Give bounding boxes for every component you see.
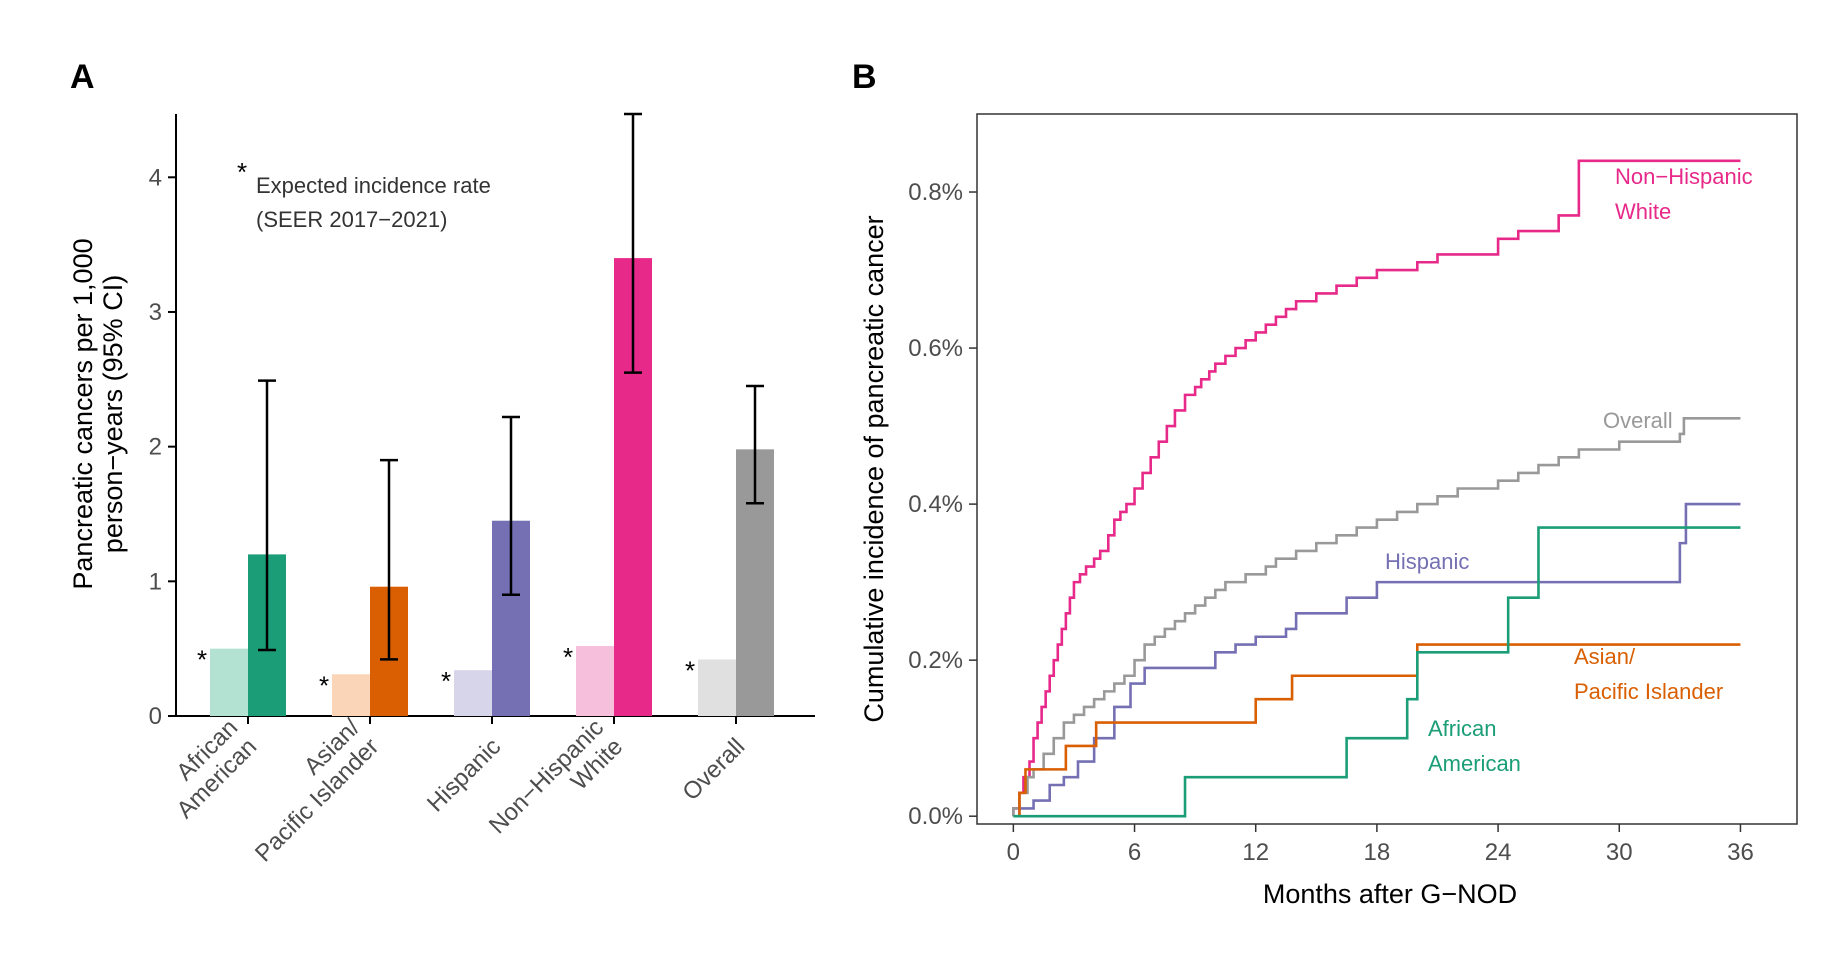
y-tick-label: 0 — [149, 703, 162, 730]
panel-a-label: A — [70, 58, 95, 96]
panel-b-plot-border — [976, 113, 1798, 825]
panel-a-y-ticks: 0 1 2 3 4 — [149, 164, 176, 730]
series-label-line: Hispanic — [1385, 549, 1469, 574]
x-tick-label: Non−HispanicWhite — [484, 714, 628, 858]
x-tick-label: Overall — [677, 733, 750, 806]
bar-expected-marker: * — [563, 642, 573, 672]
x-tick-label: 0 — [1007, 839, 1020, 866]
series-line — [1018, 502, 1741, 817]
panel-b-y-axis-title: Cumulative incidence of pancreatic cance… — [859, 215, 889, 722]
panel-b-series-labels: Non−Hispanic White Overall Hispanic Asian/Pa… — [1385, 164, 1753, 776]
y-tick-label: 3 — [149, 299, 162, 326]
series-label-line: Pacific Islander — [1574, 679, 1723, 704]
series-label: Hispanic — [1385, 549, 1469, 574]
panel-a-y-axis-title-2: person−years (95% CI) — [98, 275, 128, 553]
annotation-line1: Expected incidence rate — [256, 173, 491, 198]
x-tick-label: 24 — [1485, 839, 1512, 866]
panel-a-y-axis-title-line1: Pancreatic cancers per 1,000 — [68, 238, 98, 589]
series-label-line: African — [1428, 716, 1496, 741]
panel-a-y-axis-title-line2: person−years (95% CI) — [98, 275, 128, 553]
panel-a-x-tick-labels: AfricanAmerican Asian/Pacific Islander His… — [152, 714, 750, 868]
x-tick-label: 12 — [1242, 839, 1269, 866]
bar-expected-marker: * — [319, 670, 329, 700]
x-tick-label: 6 — [1128, 839, 1141, 866]
y-tick-label: 1 — [149, 568, 162, 595]
series-label: Overall — [1603, 408, 1673, 433]
annotation-star: * — [237, 157, 247, 187]
series-line — [1012, 416, 1741, 817]
y-tick-label: 0.8% — [908, 179, 963, 206]
x-tick-label: 18 — [1364, 839, 1391, 866]
series-label: Non−Hispanic White — [1615, 164, 1753, 224]
x-tick-label: 36 — [1727, 839, 1754, 866]
panel-b-x-ticks: 0 6 12 18 24 30 36 — [1007, 824, 1754, 866]
series-line — [1018, 643, 1741, 817]
y-tick-label: 0.0% — [908, 803, 963, 830]
x-tick-label-line: Hispanic — [422, 733, 506, 817]
bar-expected — [698, 659, 736, 716]
bar-expected — [332, 674, 370, 716]
panel-b: B 0.0% 0.2% 0.4% 0.6% 0.8% 0 6 12 18 24 30 36 Non−… — [852, 58, 1798, 909]
panel-b-x-axis-title: Months after G−NOD — [1263, 879, 1517, 909]
series-label-line: Overall — [1603, 408, 1673, 433]
bar-expected-marker: * — [441, 666, 451, 696]
x-tick-label: 30 — [1606, 839, 1633, 866]
series-line — [1012, 159, 1741, 817]
y-tick-label: 4 — [149, 164, 162, 191]
series-label-line: American — [1428, 751, 1521, 776]
series-label: African American — [1428, 716, 1521, 776]
series-label-line: Non−Hispanic — [1615, 164, 1753, 189]
bar-expected — [454, 670, 492, 716]
y-tick-label: 0.6% — [908, 335, 963, 362]
panel-b-label: B — [852, 58, 877, 96]
x-tick-label: Asian/Pacific Islander — [231, 714, 385, 868]
bar-expected-marker: * — [197, 645, 207, 675]
annotation-line2: (SEER 2017−2021) — [256, 207, 447, 232]
series-label-line: White — [1615, 199, 1671, 224]
x-tick-label-line: Overall — [677, 733, 750, 806]
series-label: Asian/Pacific Islander — [1574, 644, 1723, 704]
y-tick-label: 2 — [149, 434, 162, 461]
panel-b-y-ticks: 0.0% 0.2% 0.4% 0.6% 0.8% — [908, 179, 977, 830]
panel-b-lines — [1012, 159, 1741, 818]
panel-a-y-axis-title: Pancreatic cancers per 1,000 — [68, 238, 98, 589]
x-tick-label: AfricanAmerican — [152, 714, 262, 824]
bar-expected-marker: * — [685, 655, 695, 685]
panel-a: A 0 1 2 3 4 Pancreatic cancers per 1,000 per… — [68, 58, 815, 867]
series-line — [1013, 526, 1741, 818]
y-tick-label: 0.2% — [908, 647, 963, 674]
y-tick-label: 0.4% — [908, 491, 963, 518]
x-tick-label: Hispanic — [422, 733, 506, 817]
bar-expected — [210, 648, 248, 716]
series-label-line: Asian/ — [1574, 644, 1636, 669]
bar-expected — [576, 645, 614, 716]
panel-a-bars: * * * * * — [197, 112, 774, 724]
